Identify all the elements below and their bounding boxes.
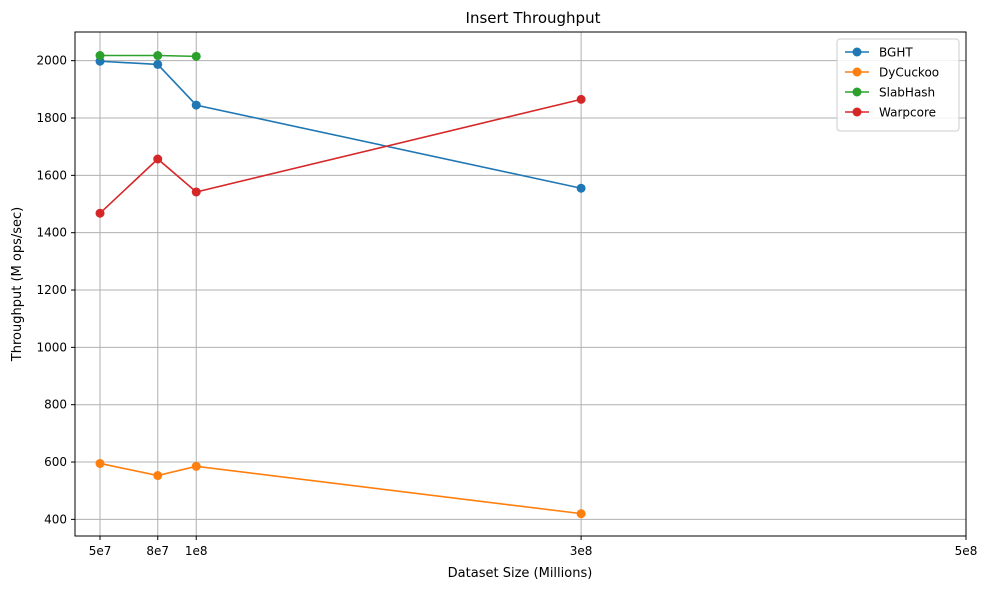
y-axis-ticks: 400 600 800 1000 1200 1400 1600 1800 2000 [36,54,75,526]
plot-frame [74,31,967,537]
legend-item-bght: BGHT [845,46,913,60]
legend-item-slabhash: SlabHash [845,86,935,100]
legend-label: DyCuckoo [879,66,939,80]
data-point-warpcore [191,187,201,197]
series-line-slabhash [100,54,197,58]
y-tick-label: 1800 [36,111,67,125]
data-point-warpcore [576,94,586,104]
series-warpcore [95,94,586,218]
legend-swatch-marker [852,87,862,97]
x-tick-label: 5e7 [89,544,112,558]
series-bght [95,56,586,193]
x-axis-ticks: 5e7 8e7 1e8 3e8 5e8 [89,536,978,558]
data-point-slabhash [153,51,163,61]
y-tick-label: 1600 [36,168,67,182]
x-tick-label: 8e7 [146,544,169,558]
legend-label: Warpcore [879,106,936,120]
y-tick-label: 400 [44,512,67,526]
legend-label: SlabHash [879,86,935,100]
data-point-bght [153,59,163,69]
legend-swatch-marker [852,67,862,77]
data-point-warpcore [95,208,105,218]
y-tick-label: 1400 [36,226,67,240]
data-point-dycuckoo [95,458,105,468]
data-point-dycuckoo [191,461,201,471]
data-point-dycuckoo [576,509,586,519]
series-dycuckoo [95,458,586,519]
legend-swatch-marker [852,107,862,117]
data-point-bght [576,183,586,193]
data-point-dycuckoo [153,471,163,481]
y-tick-label: 2000 [36,54,67,68]
legend: BGHT DyCuckoo SlabHash Warpcore [836,38,960,132]
legend-item-dycuckoo: DyCuckoo [845,66,939,80]
x-axis-label: Dataset Size (Millions) [448,566,593,581]
legend-swatch-marker [852,47,862,57]
y-tick-label: 800 [44,398,67,412]
y-axis-label: Throughput (M ops/sec) [10,207,25,362]
data-point-warpcore [153,154,163,164]
series-line-bght [99,60,582,190]
series-slabhash [95,51,201,61]
y-tick-label: 600 [44,455,67,469]
data-point-bght [191,100,201,110]
series-line-warpcore [99,98,582,214]
x-tick-label: 1e8 [185,544,208,558]
legend-item-warpcore: Warpcore [845,106,936,120]
y-tick-label: 1200 [36,283,67,297]
data-point-slabhash [191,51,201,61]
y-tick-label: 1000 [36,340,67,354]
legend-box [836,38,960,132]
x-tick-label: 3e8 [570,544,593,558]
x-tick-label: 5e8 [955,544,978,558]
grid [75,32,967,536]
chart-title: Insert Throughput [466,9,601,27]
data-point-slabhash [95,51,105,61]
plot-series [95,51,586,519]
legend-label: BGHT [879,46,913,60]
series-line-dycuckoo [99,462,582,515]
